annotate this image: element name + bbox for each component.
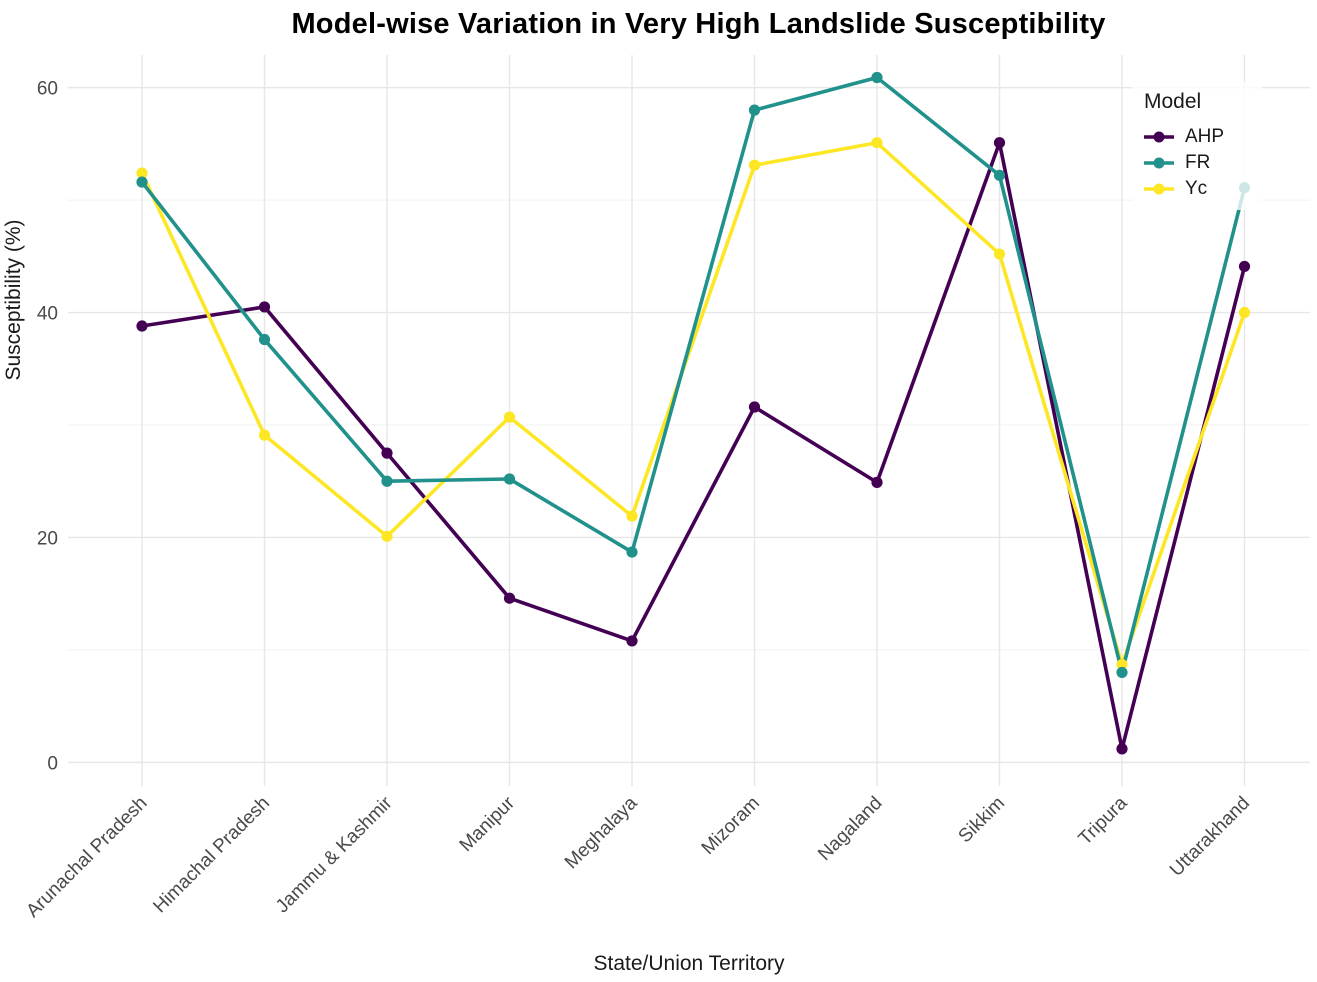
legend-key-icon xyxy=(1144,183,1174,195)
data-point-AHP xyxy=(136,320,148,332)
legend: Model AHP FR Yc xyxy=(1132,82,1262,210)
x-tick-label: Nagaland xyxy=(814,793,886,865)
data-point-Yc xyxy=(748,159,761,171)
data-point-Yc xyxy=(1238,306,1251,319)
data-point-AHP xyxy=(381,447,393,459)
legend-title: Model xyxy=(1144,90,1202,113)
legend-item-label: Yc xyxy=(1185,178,1208,199)
data-point-Yc xyxy=(381,530,393,542)
data-point-AHP xyxy=(626,635,638,647)
legend-item-FR: FR xyxy=(1142,150,1254,176)
data-point-FR xyxy=(258,333,271,346)
x-tick-label: Mizoram xyxy=(698,793,764,859)
legend-key-icon xyxy=(1144,131,1174,143)
data-point-FR xyxy=(626,546,638,558)
data-point-Yc xyxy=(626,510,638,522)
data-point-AHP xyxy=(993,137,1006,149)
data-point-Yc xyxy=(258,429,271,441)
legend-item-label: FR xyxy=(1185,152,1211,173)
data-point-Yc xyxy=(503,411,516,423)
data-point-AHP xyxy=(503,592,516,604)
data-point-Yc xyxy=(1116,658,1128,671)
x-tick-label: Meghalaya xyxy=(561,792,642,873)
series-line-FR xyxy=(140,75,1247,675)
data-point-FR xyxy=(1116,666,1128,679)
data-point-FR xyxy=(993,169,1006,181)
data-point-FR xyxy=(381,475,393,487)
x-tick-label: Arunachal Pradesh xyxy=(22,793,151,922)
y-tick-label: 20 xyxy=(37,528,58,549)
x-tick-label: Uttarakhand xyxy=(1166,793,1254,881)
legend-item-AHP: AHP xyxy=(1142,124,1254,150)
x-tick-label: Tripura xyxy=(1075,792,1132,849)
data-point-AHP xyxy=(258,301,271,313)
series-line-Yc xyxy=(140,140,1247,667)
y-tick-label: 40 xyxy=(37,304,58,325)
data-point-AHP xyxy=(1116,743,1128,755)
data-point-FR xyxy=(136,176,148,188)
data-point-AHP xyxy=(871,476,883,488)
data-point-FR xyxy=(503,473,516,485)
data-point-Yc xyxy=(871,137,883,149)
data-point-FR xyxy=(871,71,883,84)
chart-title: Model-wise Variation in Very High Landsl… xyxy=(291,8,1106,40)
data-point-Yc xyxy=(993,248,1006,260)
legend-items: AHP FR Yc xyxy=(1142,124,1254,202)
legend-key-icon xyxy=(1144,157,1174,169)
x-tick-label: Himachal Pradesh xyxy=(149,793,274,918)
legend-item-Yc: Yc xyxy=(1142,176,1254,202)
legend-item-label: AHP xyxy=(1185,126,1225,147)
data-point-AHP xyxy=(748,401,761,413)
data-point-AHP xyxy=(1238,260,1251,273)
data-point-Yc xyxy=(136,167,148,179)
y-axis-title: Susceptibility (%) xyxy=(2,219,25,380)
x-tick-label: Manipur xyxy=(456,792,520,856)
y-tick-label: 60 xyxy=(37,79,58,100)
x-axis-title: State/Union Territory xyxy=(593,952,785,975)
series-line-AHP xyxy=(140,140,1247,751)
data-point-FR xyxy=(748,104,761,116)
x-tick-label: Jammu & Kashmir xyxy=(272,792,397,917)
y-tick-label: 0 xyxy=(47,753,58,774)
x-tick-label: Sikkim xyxy=(955,793,1009,847)
